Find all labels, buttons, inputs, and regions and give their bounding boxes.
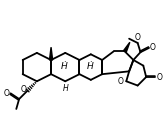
Text: Ḣ: Ḣ <box>61 62 68 71</box>
Text: H: H <box>63 84 69 93</box>
Text: O: O <box>150 43 156 52</box>
Text: O: O <box>118 78 124 86</box>
Polygon shape <box>124 42 130 52</box>
Polygon shape <box>49 47 53 60</box>
Text: O: O <box>21 85 27 94</box>
Text: Ḣ: Ḣ <box>87 62 93 71</box>
Text: O: O <box>156 72 162 82</box>
Text: O: O <box>4 89 9 98</box>
Text: O: O <box>135 33 141 42</box>
